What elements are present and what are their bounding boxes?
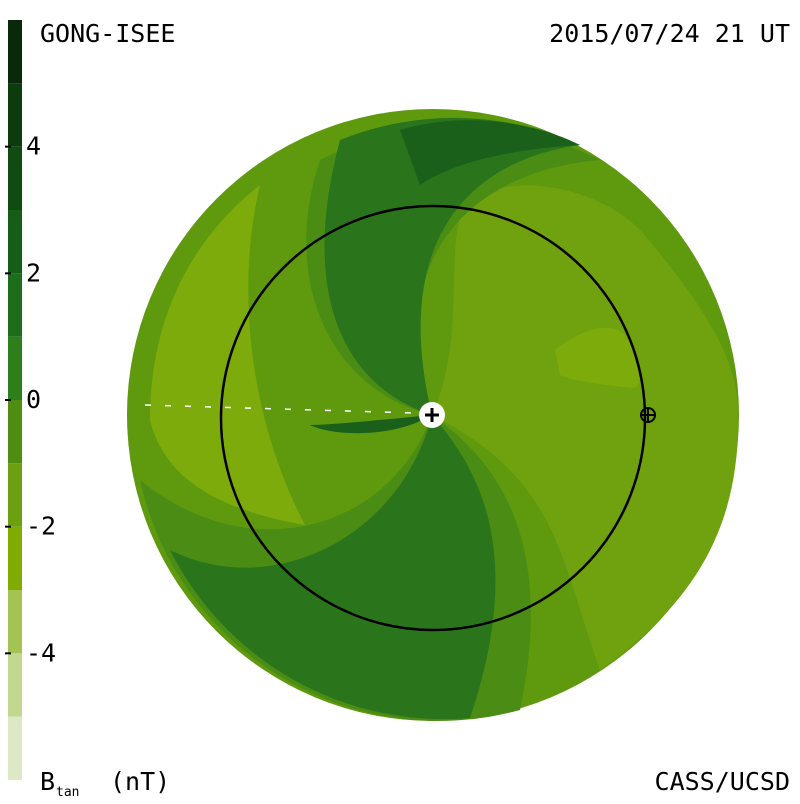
sun-cross — [425, 408, 439, 422]
colorbar-band — [8, 273, 22, 337]
map-region — [324, 117, 580, 416]
colorbar-band — [8, 336, 22, 400]
earth-cross — [641, 408, 655, 422]
source-label: GONG-ISEE — [40, 19, 175, 48]
colorbar-band — [8, 400, 22, 464]
dashed-line — [144, 404, 416, 414]
colorbar: 4 2 0 -2 -4 — [5, 20, 56, 780]
map — [127, 109, 739, 721]
colorbar-tick-label: 0 — [26, 385, 41, 414]
colorbar-band — [8, 20, 22, 84]
colorbar-band — [8, 526, 22, 590]
map-region — [150, 185, 305, 525]
colorbar-tick-label: -4 — [26, 638, 56, 667]
colorbar-band — [8, 653, 22, 717]
map-region — [400, 120, 580, 185]
earth-orbit — [219, 204, 647, 632]
colorbar-tick-label: 4 — [26, 132, 41, 161]
colorbar-tick-label: 2 — [26, 258, 41, 287]
colorbar-label-subscript: tan — [56, 785, 79, 800]
time-label: 2015/07/24 21 UT — [549, 19, 790, 48]
credit-label: CASS/UCSD — [655, 767, 790, 796]
colorbar-band — [8, 146, 22, 210]
colorbar-band — [8, 590, 22, 654]
colorbar-band — [8, 210, 22, 274]
colorbar-unit: (nT) — [110, 767, 170, 796]
colorbar-band — [8, 83, 22, 147]
map-region — [170, 415, 496, 720]
colorbar-band — [8, 716, 22, 780]
map-region — [310, 415, 432, 434]
colorbar-band — [8, 463, 22, 527]
map-region — [555, 327, 641, 388]
map-region — [432, 185, 739, 671]
colorbar-tick-label: -2 — [26, 512, 56, 541]
colorbar-label: B — [40, 767, 55, 796]
